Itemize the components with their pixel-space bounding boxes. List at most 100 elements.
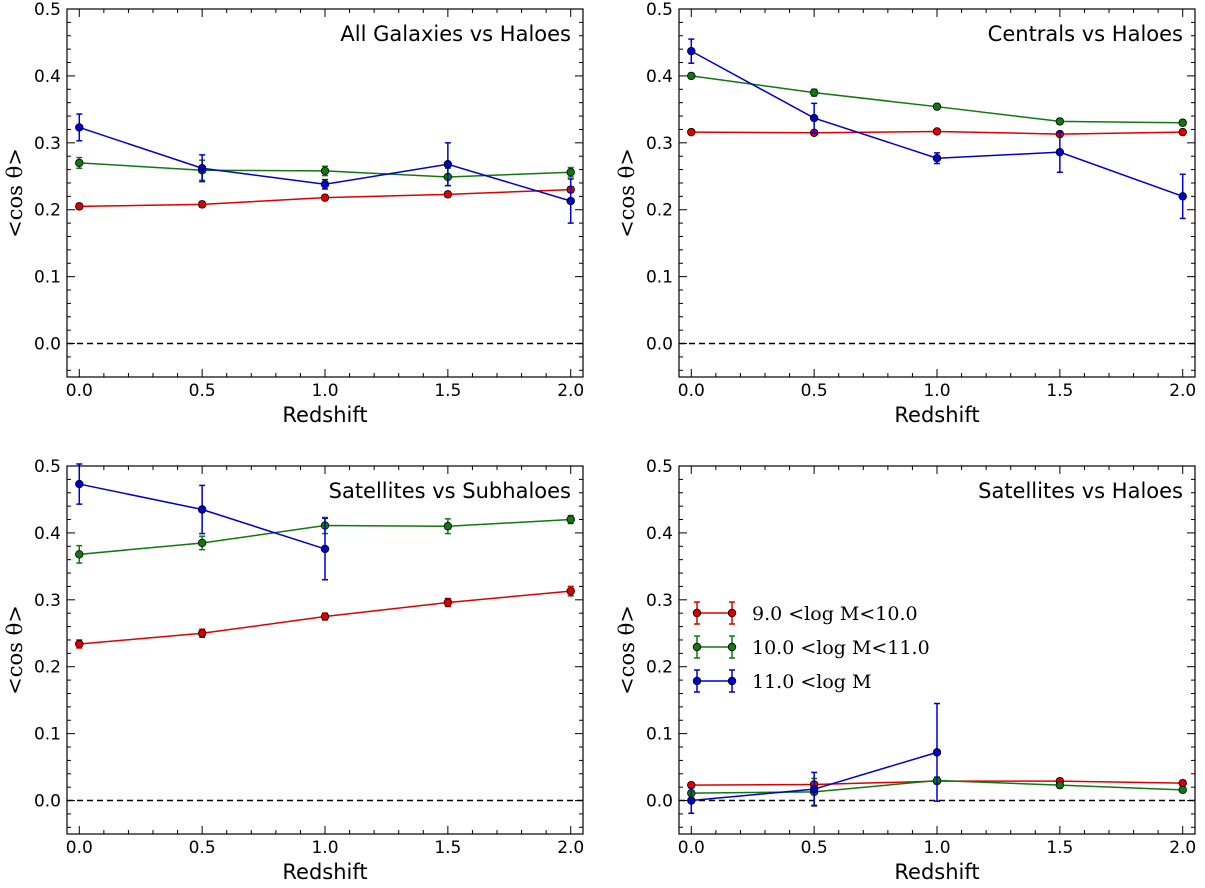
data-point xyxy=(566,196,575,206)
chart-panel-1: 0.0 0.1 0.2 0.3 0.4 0.5 0.0 0.5 1.0 1.5 2.0 All Gal… xyxy=(3,0,584,427)
x-tick-label: 1.0 xyxy=(923,838,950,858)
data-point xyxy=(809,784,819,794)
y-tick-label: 0.4 xyxy=(646,67,673,87)
data-point xyxy=(443,598,453,607)
plot-frame xyxy=(678,465,1196,835)
data-point xyxy=(932,154,942,163)
y-tick-label: 0.2 xyxy=(646,201,673,221)
series-line xyxy=(690,50,1183,198)
y-tick-label: 0.3 xyxy=(34,591,61,611)
x-tick-label: 0.0 xyxy=(66,381,93,401)
data-point xyxy=(75,202,84,211)
x-tick-label: 0.5 xyxy=(189,381,216,401)
y-tick-label: 0.1 xyxy=(646,725,673,745)
x-tick-label: 0.0 xyxy=(678,381,705,401)
data-point xyxy=(443,522,453,531)
chart-panel-3: 0.0 0.1 0.2 0.3 0.4 0.5 0.0 0.5 1.0 1.5 2.0 Satelli… xyxy=(3,457,584,884)
x-tick-label: 2.0 xyxy=(557,838,584,858)
legend-label: 9.0 <log M<10.0 xyxy=(752,603,918,625)
data-point xyxy=(1178,192,1187,201)
y-tick-label: 0.1 xyxy=(34,268,61,288)
y-tick-label: 0.1 xyxy=(34,725,61,745)
data-point xyxy=(75,639,84,649)
y-tick-label: 0.5 xyxy=(646,0,673,20)
series-line xyxy=(79,126,571,202)
data-point xyxy=(566,586,575,596)
data-point xyxy=(1178,127,1187,137)
y-tick-label: 0.4 xyxy=(34,524,61,544)
data-point xyxy=(320,180,330,189)
y-tick-label: 0.0 xyxy=(646,335,673,355)
series-line xyxy=(691,75,1183,124)
data-point xyxy=(566,168,575,177)
chart-panel-4: 0.0 0.1 0.2 0.3 0.4 0.5 0.0 0.5 1.0 1.5 2.0 Satelli… xyxy=(615,457,1196,884)
panel-title: Satellites vs Subhaloes xyxy=(329,479,571,503)
data-point xyxy=(932,102,942,111)
data-point xyxy=(197,164,207,173)
legend-marker xyxy=(727,608,737,618)
data-point xyxy=(443,160,453,169)
x-axis-label: Redshift xyxy=(894,860,979,884)
y-tick-label: 0.3 xyxy=(646,591,673,611)
data-point xyxy=(687,796,696,805)
data-point xyxy=(197,505,207,514)
data-point xyxy=(1055,780,1065,790)
panel-title: Centrals vs Haloes xyxy=(988,22,1183,46)
y-tick-label: 0.3 xyxy=(646,134,673,154)
legend-marker xyxy=(727,642,737,652)
chart-panel-2: 0.0 0.1 0.2 0.3 0.4 0.5 0.0 0.5 1.0 1.5 2.0 Central… xyxy=(615,0,1196,427)
data-point xyxy=(443,190,453,199)
y-axis-label: <cos θ> xyxy=(615,148,639,238)
x-tick-label: 0.5 xyxy=(801,838,828,858)
data-point xyxy=(197,629,207,638)
y-tick-label: 0.4 xyxy=(646,524,673,544)
y-axis-label: <cos θ> xyxy=(3,605,27,695)
data-point xyxy=(932,748,942,757)
x-tick-label: 2.0 xyxy=(1169,838,1196,858)
data-point xyxy=(1055,147,1065,157)
y-tick-label: 0.5 xyxy=(646,457,673,477)
data-point xyxy=(687,71,696,81)
data-point xyxy=(197,200,207,209)
data-point xyxy=(320,612,330,621)
y-tick-label: 0.5 xyxy=(34,0,61,20)
data-point xyxy=(75,479,84,489)
plot-frame xyxy=(66,8,584,378)
data-point xyxy=(1055,117,1065,126)
data-point xyxy=(320,193,330,202)
x-tick-label: 1.5 xyxy=(434,838,461,858)
legend: 9.0 <log M<10.0 10.0 <log M<11.0 11.0 <log… xyxy=(692,601,930,693)
legend-marker xyxy=(727,676,737,686)
data-point xyxy=(197,538,207,548)
x-tick-label: 1.5 xyxy=(434,381,461,401)
y-tick-label: 0.0 xyxy=(646,792,673,812)
legend-label: 10.0 <log M<11.0 xyxy=(752,637,930,659)
x-tick-label: 1.5 xyxy=(1046,838,1073,858)
data-point xyxy=(1178,118,1187,127)
y-tick-label: 0.2 xyxy=(34,201,61,221)
y-tick-label: 0.2 xyxy=(646,658,673,678)
x-tick-label: 0.0 xyxy=(678,838,705,858)
x-tick-label: 0.5 xyxy=(801,381,828,401)
panel-title: Satellites vs Haloes xyxy=(978,479,1183,503)
plot-frame xyxy=(66,465,584,835)
data-point xyxy=(75,123,84,132)
x-axis-label: Redshift xyxy=(894,403,979,427)
data-point xyxy=(1178,785,1187,795)
y-tick-label: 0.0 xyxy=(34,792,61,812)
data-point xyxy=(687,127,696,137)
data-point xyxy=(75,550,84,559)
plot-frame xyxy=(678,8,1196,378)
data-point xyxy=(809,113,819,123)
legend-marker xyxy=(692,676,702,686)
y-tick-label: 0.4 xyxy=(34,67,61,87)
x-tick-label: 1.5 xyxy=(1046,381,1073,401)
y-tick-label: 0.0 xyxy=(34,335,61,355)
x-tick-label: 0.5 xyxy=(189,838,216,858)
x-tick-label: 1.0 xyxy=(311,838,338,858)
y-axis-label: <cos θ> xyxy=(615,605,639,695)
data-point xyxy=(320,544,330,554)
x-axis-label: Redshift xyxy=(282,403,367,427)
legend-marker xyxy=(692,642,702,652)
